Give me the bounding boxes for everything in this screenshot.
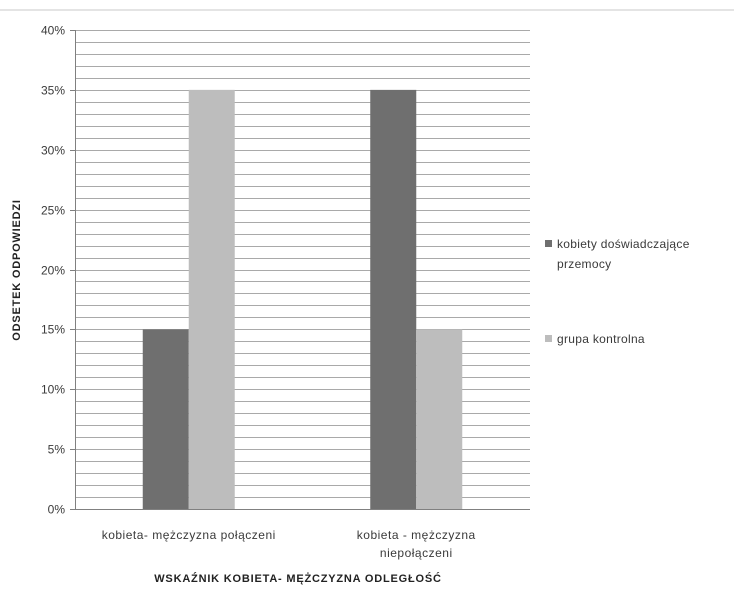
bar-series-2-cat-1 [188,89,235,509]
bars [142,89,463,509]
legend-label: przemocy [557,257,611,271]
x-axis-title: WSKAŹNIK KOBIETA- MĘŻCZYZNA ODLEGŁOŚĆ [154,572,441,585]
legend-label: grupa kontrolna [557,332,645,346]
y-tick-label: 5% [48,443,66,457]
bar-series-1-cat-2 [370,89,417,509]
bar-series-1-cat-1 [142,329,189,509]
y-tick-label: 20% [41,264,65,278]
legend-label: kobiety doświadczające [557,237,690,251]
category-label: niepołączeni [380,546,453,560]
category-labels: kobieta- mężczyzna połączeni kobieta - mę… [102,528,476,560]
y-tick-label: 40% [41,24,65,38]
y-tick-label: 15% [41,323,65,337]
y-tick-label: 10% [41,383,65,397]
category-label: kobieta- mężczyzna połączeni [102,528,276,542]
legend-swatch [545,335,552,342]
y-axis-title: ODSETEK ODPOWIEDZI [11,199,23,341]
bar-series-2-cat-2 [416,329,463,509]
legend-swatch [545,240,552,247]
y-tick-label: 30% [41,144,65,158]
y-tick-label: 0% [48,503,66,517]
category-label: kobieta - mężczyzna [357,528,476,542]
legend: kobiety doświadczające przemocy grupa kont… [545,237,690,346]
y-tick-label: 35% [41,84,65,98]
y-tick-labels: 0% 5% 10% 15% 20% 25% 30% 35% 40% [41,24,75,517]
y-tick-label: 25% [41,204,65,218]
